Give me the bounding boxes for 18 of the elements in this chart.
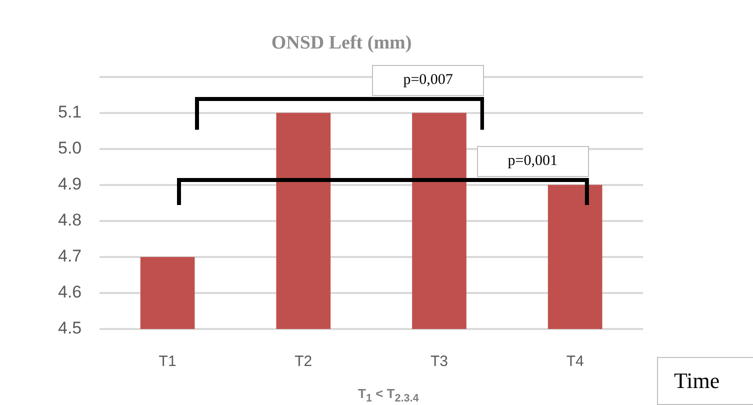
x-tick-label: T4 — [566, 353, 584, 370]
y-tick-label: 4.9 — [58, 174, 82, 194]
y-tick-label: 4.7 — [58, 246, 82, 266]
significance-bracket: p=0,007 — [194, 64, 484, 130]
y-tick-label: 4.6 — [58, 282, 82, 302]
chart-title: ONSD Left (mm) — [271, 32, 412, 54]
x-tick-label: T2 — [294, 353, 312, 370]
x-tick-label: T3 — [430, 353, 448, 370]
y-tick-label: 4.5 — [58, 318, 82, 338]
annotation: p=0,001 — [476, 146, 589, 177]
text: 5.0 — [58, 138, 82, 158]
x-tick-label: T1 — [158, 353, 176, 370]
annotation: p=0,007 — [372, 64, 484, 96]
y-tick-label: 4.8 — [58, 210, 82, 230]
x-axis-title: Time — [657, 357, 753, 405]
text: T$_{1}$ < T$_{2.3.4}$ — [358, 386, 419, 405]
significance-bracket: p=0,001 — [176, 144, 589, 206]
y-tick-label: 5.1 — [58, 102, 82, 122]
